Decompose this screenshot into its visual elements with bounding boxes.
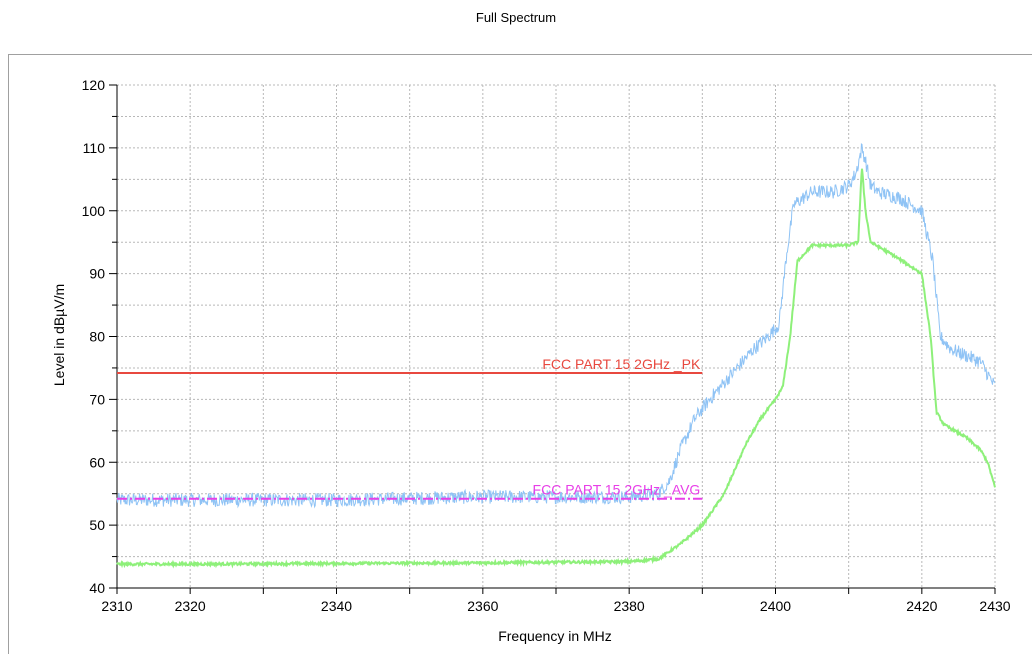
y-tick-label: 80 [89,329,105,345]
x-tick-label: 2320 [175,598,206,614]
y-tick-label: 50 [89,517,105,533]
axes: 40 50 60 70 80 90 100 110 120 2310 2320 2340 2360 238… [82,77,1011,614]
x-tick-label: 2360 [467,598,498,614]
limit-label-pk: FCC PART 15 2GHz _PK [542,356,701,372]
y-tick-label: 90 [89,266,105,282]
x-tick-label: 2430 [979,598,1010,614]
grid [117,85,995,588]
y-tick-label: 70 [89,391,105,407]
x-tick-label: 2420 [906,598,937,614]
limit-label-avg: FCC PART 15 2GHz _AVG [533,482,701,498]
y-tick-label: 100 [82,203,106,219]
y-tick-label: 120 [82,77,106,93]
y-tick-label: 40 [89,580,105,596]
x-tick-label: 2380 [614,598,645,614]
x-tick-label: 2400 [760,598,791,614]
x-tick-label: 2310 [101,598,132,614]
x-tick-label: 2340 [321,598,352,614]
y-tick-label: 60 [89,454,105,470]
y-axis-label: Level in dBµV/m [51,284,67,386]
y-tick-label: 110 [83,140,106,156]
x-axis-label: Frequency in MHz [498,628,612,644]
